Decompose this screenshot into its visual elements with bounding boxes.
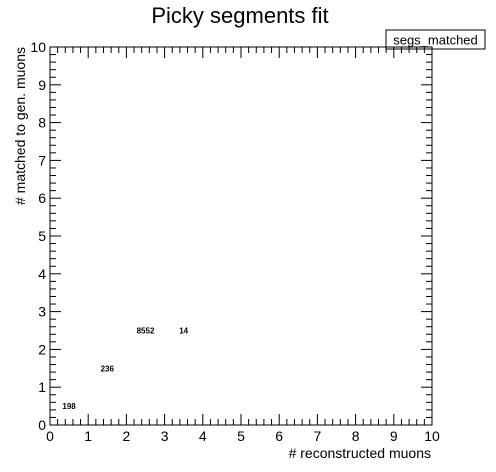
x-tick-label: 2 bbox=[123, 428, 131, 444]
y-tick-label: 7 bbox=[38, 152, 46, 168]
x-tick-label: 0 bbox=[46, 428, 54, 444]
y-tick-label: 5 bbox=[38, 228, 46, 244]
x-tick-label: 10 bbox=[424, 428, 440, 444]
y-tick-label: 8 bbox=[38, 115, 46, 131]
y-tick-labels: 0 1 2 3 4 5 6 7 8 9 10 bbox=[30, 39, 46, 433]
x-tick-label: 9 bbox=[390, 428, 398, 444]
x-tick-label: 5 bbox=[237, 428, 245, 444]
cell-value: 198 bbox=[62, 402, 76, 411]
legend-label: segs_matched bbox=[393, 33, 478, 48]
y-tick-label: 0 bbox=[38, 417, 46, 433]
cell-values: 198 236 8552 14 bbox=[62, 327, 188, 412]
legend-frame bbox=[385, 29, 486, 50]
x-tick-label: 3 bbox=[161, 428, 169, 444]
x-axis-label: # reconstructed muons bbox=[289, 445, 431, 461]
cell-value: 236 bbox=[101, 364, 115, 373]
y-tick-label: 6 bbox=[38, 190, 46, 206]
x-tick-label: 4 bbox=[199, 428, 207, 444]
cell-value: 8552 bbox=[137, 327, 155, 336]
x-tick-labels: 0 1 2 3 4 5 6 7 8 9 10 bbox=[46, 428, 440, 444]
y-tick-label: 10 bbox=[30, 39, 46, 55]
x-tick-label: 8 bbox=[352, 428, 360, 444]
y-tick-label: 9 bbox=[38, 77, 46, 93]
y-tick-label: 2 bbox=[38, 341, 46, 357]
axis-ticks bbox=[49, 46, 433, 426]
x-tick-label: 6 bbox=[275, 428, 283, 444]
x-tick-label: 1 bbox=[84, 428, 92, 444]
y-tick-label: 3 bbox=[38, 304, 46, 320]
y-tick-label: 4 bbox=[38, 266, 46, 282]
x-tick-label: 7 bbox=[314, 428, 322, 444]
legend-box: segs_matched bbox=[385, 29, 486, 50]
chart-title: Picky segments fit bbox=[151, 3, 328, 28]
y-axis-label: # matched to gen. muons bbox=[12, 47, 28, 205]
y-tick-label: 1 bbox=[38, 379, 46, 395]
cell-value: 14 bbox=[179, 327, 188, 336]
